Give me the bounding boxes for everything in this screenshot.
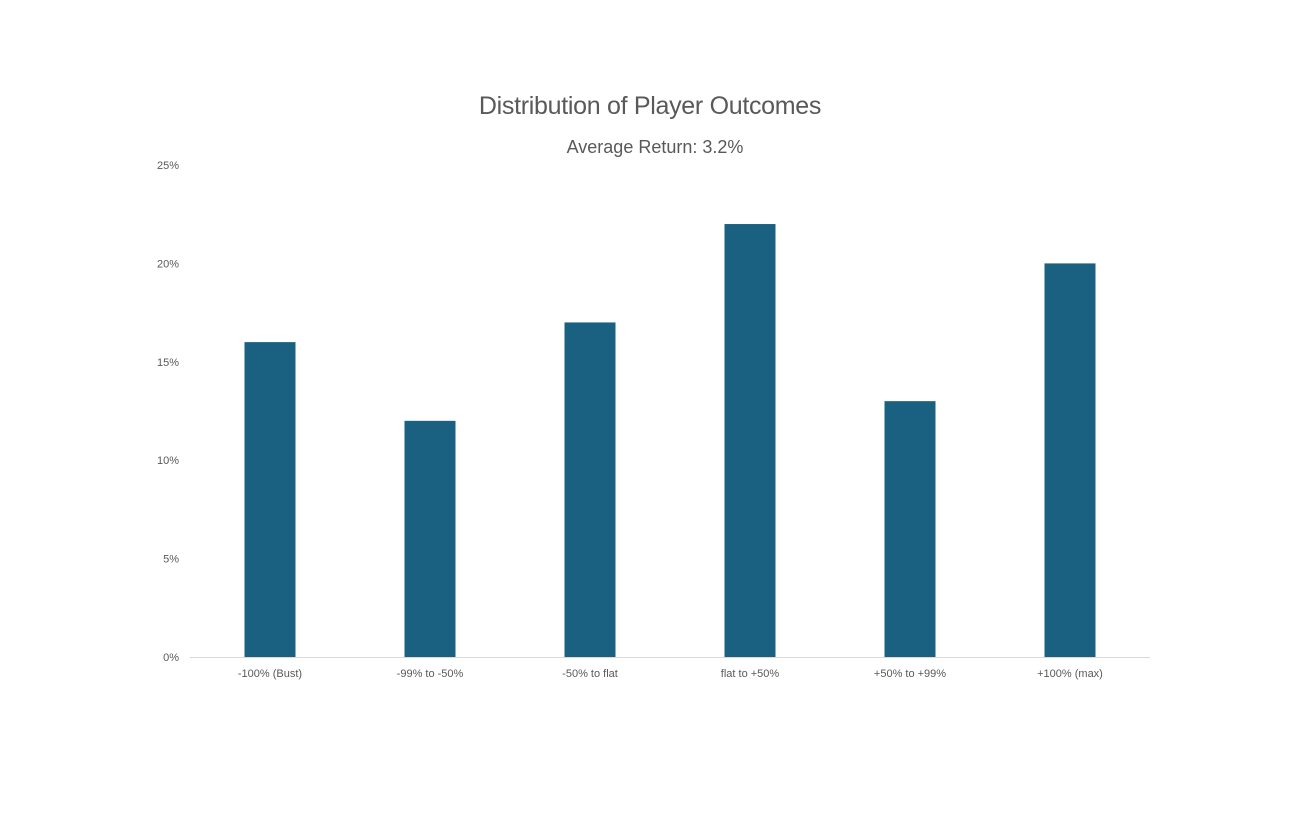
y-tick-label: 10%	[157, 455, 179, 467]
x-tick-label: flat to +50%	[721, 668, 780, 680]
y-tick-label: 20%	[157, 258, 179, 270]
bar	[404, 420, 456, 657]
chart-title: Distribution of Player Outcomes	[478, 92, 822, 120]
chart-subtitle: Average Return: 3.2%	[566, 137, 744, 157]
y-tick-label: 25%	[157, 160, 179, 172]
y-tick-label: 0%	[163, 652, 179, 664]
bar	[724, 224, 776, 658]
bar	[564, 322, 616, 657]
bar	[884, 401, 936, 657]
bar	[244, 342, 296, 657]
y-tick-label: 5%	[163, 554, 179, 566]
x-tick-label: -100% (Bust)	[238, 668, 302, 680]
x-tick-label: +50% to +99%	[874, 668, 946, 680]
bar	[1044, 263, 1096, 657]
x-tick-label: -50% to flat	[562, 668, 618, 680]
y-tick-label: 15%	[157, 357, 179, 369]
x-tick-label: -99% to -50%	[397, 668, 464, 680]
x-tick-label: +100% (max)	[1037, 668, 1103, 680]
